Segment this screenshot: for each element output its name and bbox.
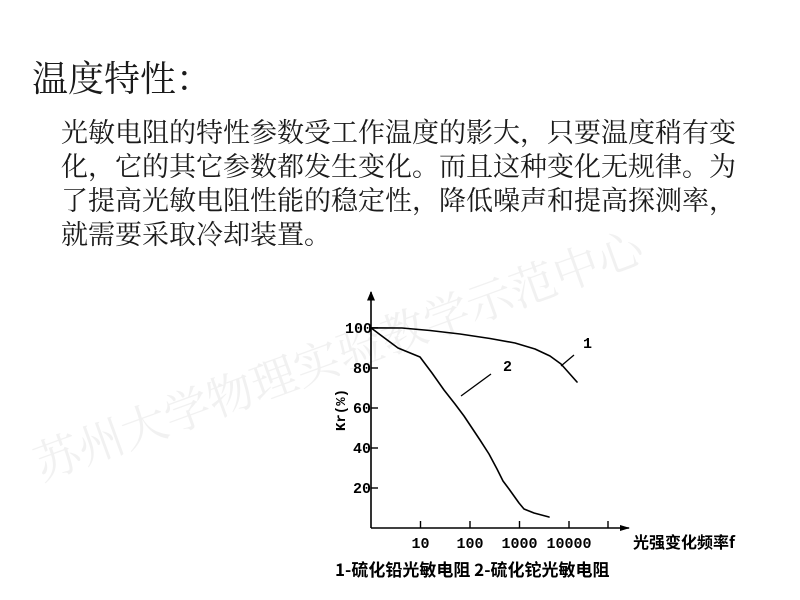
svg-text:10: 10 (411, 536, 429, 553)
svg-text:1-硫化铅光敏电阻 2-硫化铊光敏电阻: 1-硫化铅光敏电阻 2-硫化铊光敏电阻 (335, 556, 610, 581)
svg-text:1: 1 (583, 336, 592, 353)
svg-text:40: 40 (353, 441, 371, 458)
svg-text:10000: 10000 (546, 536, 591, 553)
svg-text:光强变化频率f: 光强变化频率f (633, 529, 736, 553)
svg-text:100: 100 (345, 321, 372, 338)
svg-text:2: 2 (503, 359, 512, 376)
svg-text:Kr(%): Kr(%) (334, 389, 350, 431)
svg-text:60: 60 (353, 401, 371, 418)
svg-text:80: 80 (353, 361, 371, 378)
svg-text:1000: 1000 (501, 536, 537, 553)
svg-text:20: 20 (353, 481, 371, 498)
svg-text:100: 100 (456, 536, 483, 553)
